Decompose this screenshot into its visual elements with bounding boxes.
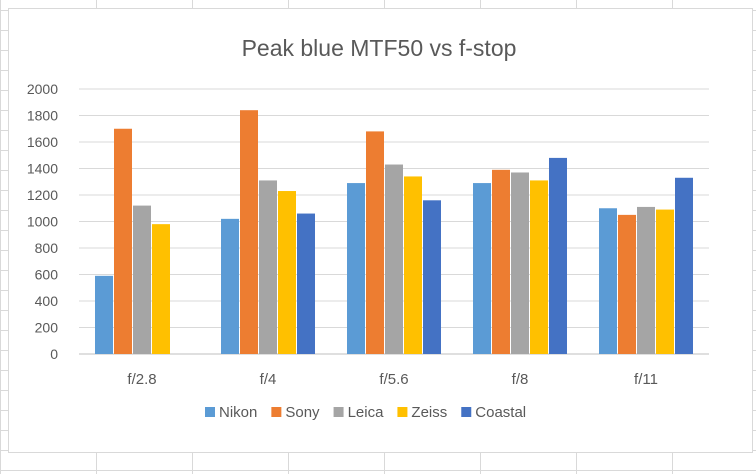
legend-item-leica[interactable]: Leica xyxy=(333,404,385,421)
bar-nikon-4[interactable] xyxy=(599,208,617,354)
x-tick-label: f/4 xyxy=(260,371,277,388)
legend-swatch xyxy=(461,407,472,417)
bar-zeiss-0[interactable] xyxy=(152,224,170,354)
y-tick-label: 800 xyxy=(35,240,59,256)
legend-item-nikon[interactable]: Nikon xyxy=(205,404,257,421)
bar-sony-1[interactable] xyxy=(240,110,258,354)
y-tick-label: 1800 xyxy=(27,108,58,124)
y-tick-label: 1200 xyxy=(27,187,58,203)
bar-leica-1[interactable] xyxy=(259,180,277,354)
legend-label: Zeiss xyxy=(411,404,447,421)
legend-label: Coastal xyxy=(475,404,526,421)
y-tick-label: 600 xyxy=(35,267,59,283)
bar-nikon-0[interactable] xyxy=(95,275,113,354)
legend-swatch xyxy=(397,407,408,417)
y-tick-label: 0 xyxy=(50,346,58,362)
bar-coastal-1[interactable] xyxy=(297,213,315,354)
bar-nikon-1[interactable] xyxy=(221,218,239,354)
legend-item-sony[interactable]: Sony xyxy=(271,404,320,421)
legend-item-coastal[interactable]: Coastal xyxy=(461,404,526,421)
chart-title: Peak blue MTF50 vs f-stop xyxy=(242,35,517,61)
bar-leica-0[interactable] xyxy=(133,205,151,354)
legend-label: Nikon xyxy=(219,404,257,421)
legend-swatch xyxy=(271,407,282,417)
bar-zeiss-4[interactable] xyxy=(656,209,674,354)
bar-leica-4[interactable] xyxy=(637,206,655,354)
bar-sony-2[interactable] xyxy=(366,131,384,354)
bar-sony-4[interactable] xyxy=(618,214,636,354)
x-tick-label: f/2.8 xyxy=(127,371,156,388)
y-tick-label: 1600 xyxy=(27,134,58,150)
legend-label: Sony xyxy=(285,404,320,421)
bar-coastal-4[interactable] xyxy=(675,177,693,354)
y-tick-label: 1400 xyxy=(27,161,58,177)
bar-chart: Peak blue MTF50 vs f-stop 0 200 400 600 800 1… xyxy=(27,35,709,421)
bar-leica-2[interactable] xyxy=(385,164,403,354)
bar-coastal-3[interactable] xyxy=(549,157,567,354)
y-tick-label: 200 xyxy=(35,320,59,336)
bar-sony-3[interactable] xyxy=(492,169,510,354)
legend-label: Leica xyxy=(348,404,385,421)
bars xyxy=(95,110,693,354)
bar-nikon-2[interactable] xyxy=(347,183,365,354)
x-tick-label: f/8 xyxy=(512,371,529,388)
bar-sony-0[interactable] xyxy=(114,128,132,354)
bar-leica-3[interactable] xyxy=(511,172,529,354)
bar-zeiss-2[interactable] xyxy=(404,176,422,354)
x-tick-label: f/5.6 xyxy=(379,371,408,388)
bar-zeiss-3[interactable] xyxy=(530,180,548,354)
legend-item-zeiss[interactable]: Zeiss xyxy=(397,404,447,421)
chart-area[interactable]: Peak blue MTF50 vs f-stop 0 200 400 600 800 1… xyxy=(8,8,753,453)
x-axis-ticks: f/2.8 f/4 f/5.6 f/8 f/11 xyxy=(127,371,658,388)
bar-nikon-3[interactable] xyxy=(473,183,491,354)
y-tick-label: 1000 xyxy=(27,214,58,230)
legend-swatch xyxy=(333,407,344,417)
y-tick-label: 2000 xyxy=(27,81,58,97)
y-axis-ticks: 0 200 400 600 800 1000 1200 1400 1600 1800 2000 xyxy=(27,81,58,362)
bar-zeiss-1[interactable] xyxy=(278,191,296,354)
bar-coastal-2[interactable] xyxy=(423,200,441,354)
legend: Nikon Sony Leica Zeiss Coastal xyxy=(205,404,526,421)
legend-swatch xyxy=(205,407,215,417)
x-tick-label: f/11 xyxy=(634,371,658,388)
y-tick-label: 400 xyxy=(35,293,59,309)
